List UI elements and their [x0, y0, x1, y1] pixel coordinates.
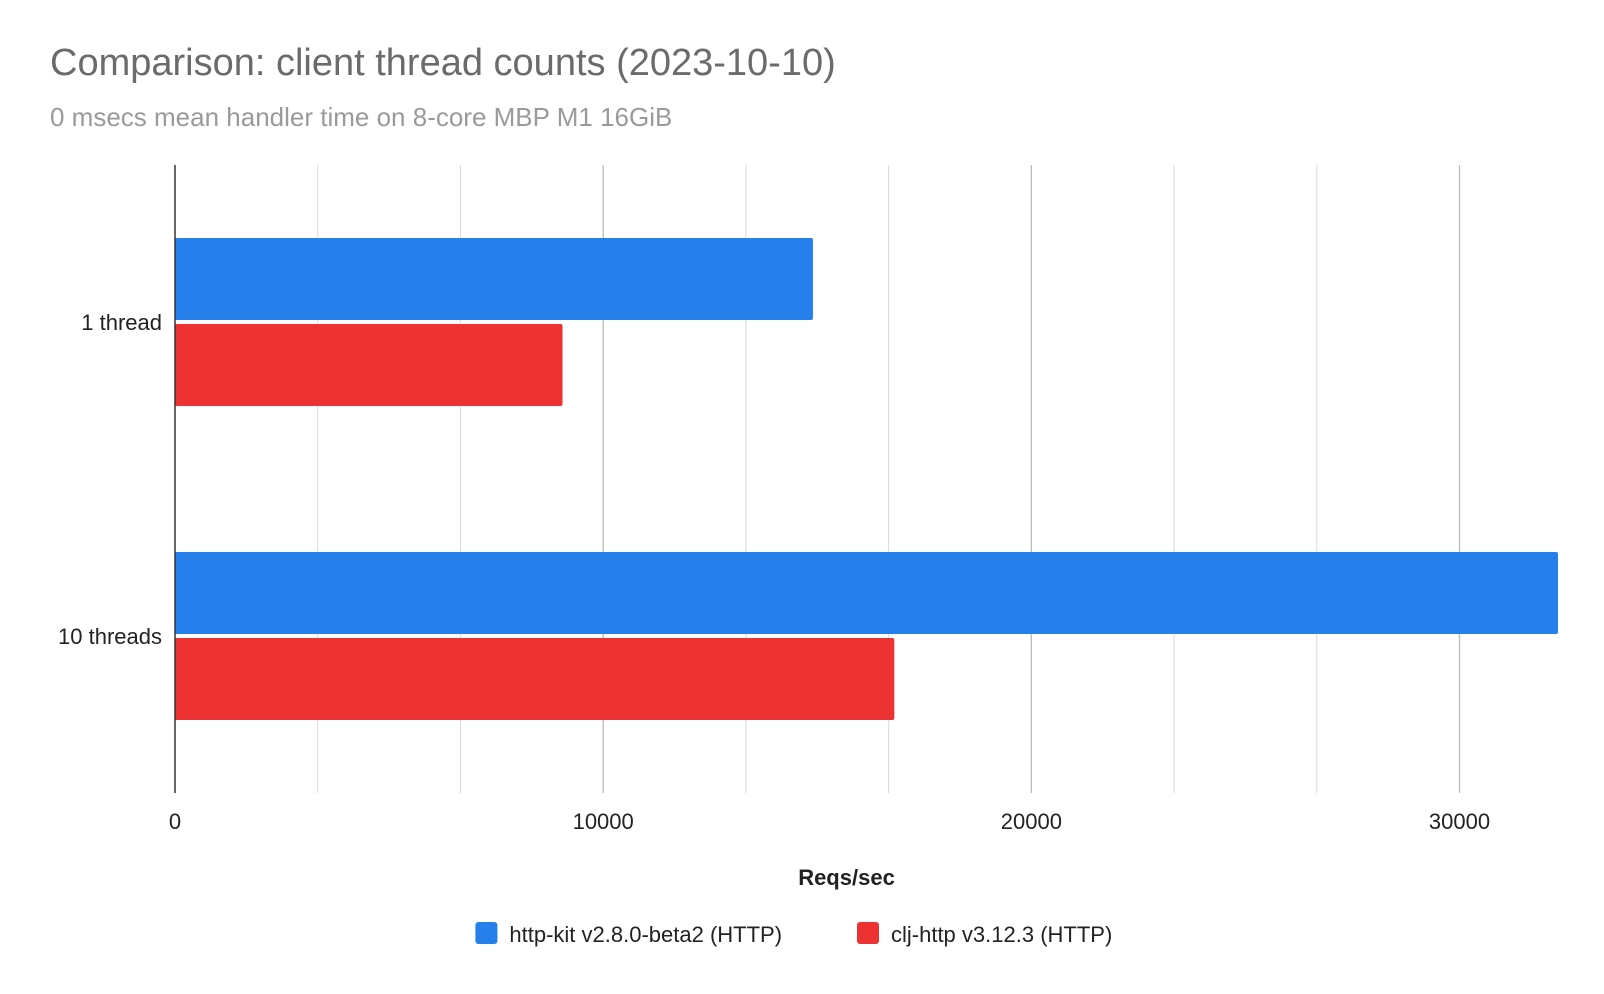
legend-label: clj-http v3.12.3 (HTTP): [891, 922, 1112, 947]
x-tick-label: 0: [169, 809, 181, 834]
category-label: 10 threads: [58, 624, 162, 649]
legend-swatch: [857, 922, 879, 944]
x-axis-label: Reqs/sec: [798, 865, 895, 890]
bar: [175, 638, 895, 720]
bar: [175, 552, 1558, 634]
legend-label: http-kit v2.8.0-beta2 (HTTP): [509, 922, 782, 947]
x-tick-label: 20000: [1001, 809, 1062, 834]
chart-title: Comparison: client thread counts (2023-1…: [50, 42, 836, 84]
category-label: 1 thread: [81, 310, 162, 335]
chart-subtitle: 0 msecs mean handler time on 8-core MBP …: [50, 102, 673, 132]
x-tick-label: 30000: [1429, 809, 1490, 834]
legend-swatch: [475, 922, 498, 944]
bar: [175, 238, 813, 320]
bar: [175, 324, 563, 406]
x-tick-label: 10000: [573, 809, 634, 834]
